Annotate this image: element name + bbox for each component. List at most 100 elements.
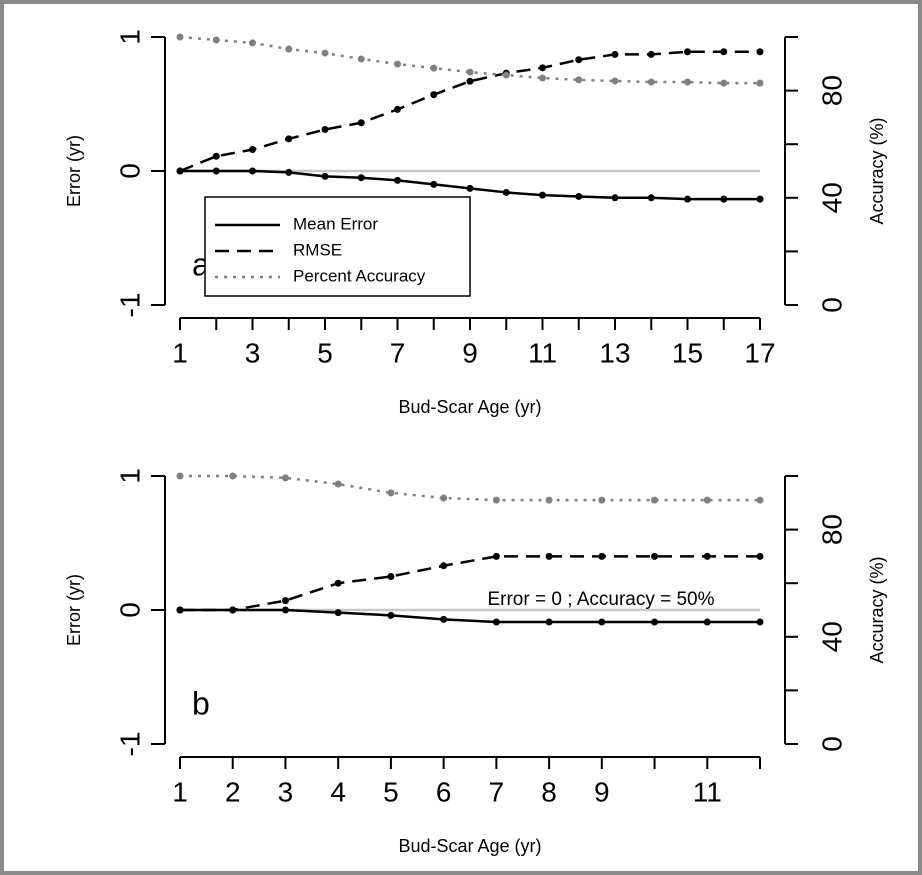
data-point	[598, 496, 606, 504]
data-point	[357, 174, 365, 182]
data-point	[281, 606, 289, 614]
data-point	[466, 68, 474, 76]
data-point	[756, 79, 764, 87]
data-point	[285, 45, 293, 53]
y-tick-label: 1	[114, 29, 145, 45]
data-point	[545, 552, 553, 560]
data-point	[229, 472, 237, 480]
x-axis-label: Bud-Scar Age (yr)	[398, 836, 541, 856]
data-point	[281, 597, 289, 605]
data-point	[756, 618, 764, 626]
series-line	[180, 555, 760, 612]
x-tick-label: 9	[594, 776, 610, 807]
data-point	[281, 474, 289, 482]
data-point	[492, 618, 500, 626]
data-point	[466, 77, 474, 85]
data-point	[651, 552, 659, 560]
data-point	[720, 48, 728, 56]
data-point	[492, 496, 500, 504]
y2-tick-label: 0	[816, 297, 847, 313]
data-point	[176, 167, 184, 175]
data-point	[703, 618, 711, 626]
data-point	[545, 618, 553, 626]
series-line	[180, 608, 760, 624]
data-point	[334, 579, 342, 587]
series-line	[179, 50, 760, 173]
data-point	[334, 609, 342, 617]
data-point	[387, 489, 395, 497]
data-point	[502, 71, 510, 79]
data-point	[387, 611, 395, 619]
data-point	[321, 49, 329, 57]
data-point	[249, 39, 256, 47]
data-point	[647, 78, 655, 86]
data-point	[720, 195, 728, 203]
panel-label: b	[192, 685, 210, 721]
y2-axis-label: Accuracy (%)	[867, 556, 887, 663]
y-tick-label: 1	[114, 468, 145, 484]
data-point	[321, 172, 329, 180]
x-tick-label: 6	[436, 776, 452, 807]
data-point	[394, 105, 401, 113]
y-tick-label: -1	[114, 293, 145, 318]
data-point	[703, 496, 711, 504]
x-tick-label: 2	[225, 776, 241, 807]
data-point	[229, 606, 237, 614]
data-point	[647, 50, 655, 58]
data-point	[502, 188, 510, 196]
y-tick-label: 0	[114, 602, 145, 618]
x-tick-label: 3	[245, 337, 261, 368]
data-point	[684, 48, 691, 56]
legend-label: Mean Error	[293, 214, 378, 233]
data-point	[249, 167, 256, 175]
data-point	[611, 50, 619, 58]
data-point	[466, 184, 474, 192]
data-point	[756, 48, 764, 56]
data-point	[285, 168, 293, 176]
y-tick-label: 0	[114, 163, 145, 179]
x-tick-label: 1	[172, 776, 188, 807]
x-axis-label: Bud-Scar Age (yr)	[398, 397, 541, 417]
data-point	[611, 77, 619, 85]
data-point	[756, 552, 764, 560]
data-point	[357, 55, 365, 63]
data-point	[212, 152, 220, 160]
legend-label: RMSE	[293, 240, 342, 259]
data-point	[756, 496, 764, 504]
x-tick-label: 15	[672, 337, 703, 368]
data-point	[176, 606, 184, 614]
data-point	[598, 618, 606, 626]
y2-tick-label: 80	[816, 75, 847, 106]
data-point	[575, 192, 583, 200]
data-point	[598, 552, 606, 560]
data-point	[430, 64, 438, 72]
x-tick-label: 5	[317, 337, 333, 368]
data-point	[387, 573, 395, 580]
data-point	[440, 562, 448, 570]
y-axis-label: Error (yr)	[64, 574, 84, 646]
y2-tick-label: 40	[816, 182, 847, 213]
data-point	[545, 496, 553, 504]
x-tick-label: 4	[330, 776, 346, 807]
data-point	[357, 119, 365, 127]
y2-tick-label: 0	[816, 736, 847, 752]
x-tick-label: 7	[390, 337, 406, 368]
data-point	[212, 167, 220, 175]
data-point	[394, 176, 401, 184]
data-point	[647, 194, 655, 202]
x-tick-label: 3	[278, 776, 294, 807]
data-point	[651, 618, 659, 626]
x-tick-label: 13	[599, 337, 630, 368]
data-point	[430, 180, 438, 188]
data-point	[575, 76, 583, 84]
x-tick-label: 17	[744, 337, 775, 368]
data-point	[575, 56, 583, 64]
y-tick-label: -1	[114, 732, 145, 757]
data-point	[285, 135, 293, 143]
x-tick-label: 11	[528, 337, 557, 368]
data-point	[684, 195, 691, 203]
data-point	[492, 552, 500, 560]
